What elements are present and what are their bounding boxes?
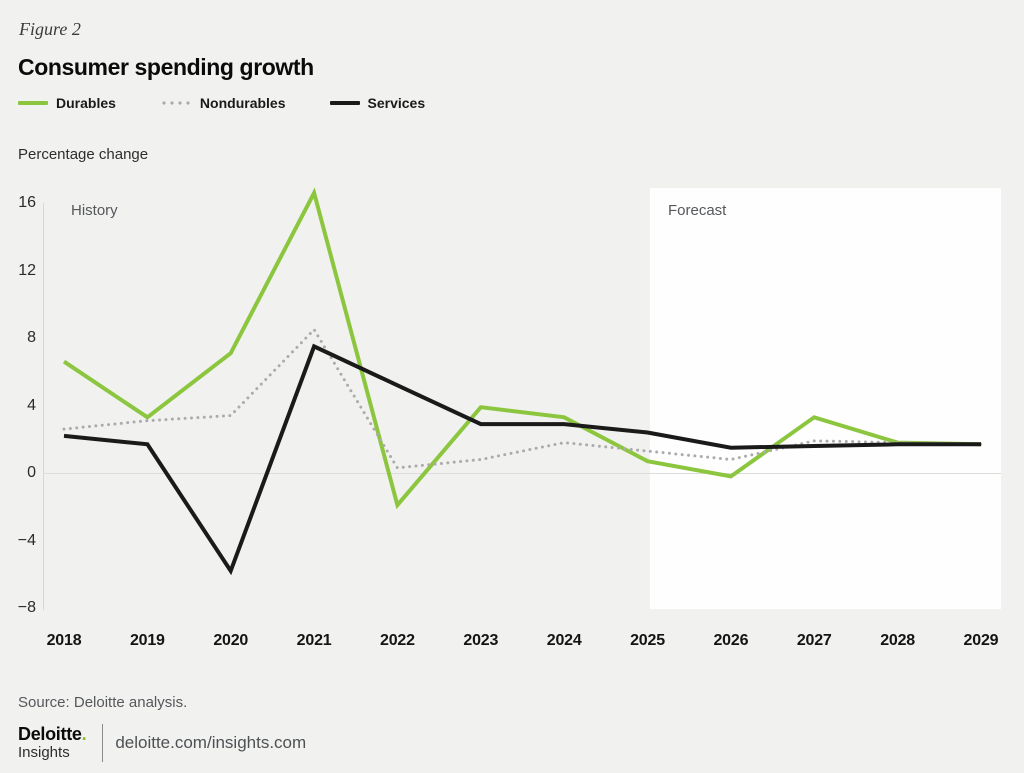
services-line-swatch-icon xyxy=(329,101,360,105)
x-tick-2026: 2026 xyxy=(713,632,749,649)
y-tick-12: 12 xyxy=(18,261,36,279)
x-tick-2025: 2025 xyxy=(630,632,665,649)
y-axis-unit-label: Percentage change xyxy=(18,146,149,163)
series-services xyxy=(63,343,981,576)
legend-item-nondurables: Nondurables xyxy=(159,95,286,111)
footer-url: deloitte.com/insights.com xyxy=(115,733,307,752)
x-tick-2027: 2027 xyxy=(796,632,832,649)
logo-green-dot-icon: . xyxy=(81,724,87,745)
legend-item-services: Services xyxy=(329,95,426,111)
x-tick-2024: 2024 xyxy=(546,632,582,649)
y-tick-0: 0 xyxy=(27,464,36,481)
x-tick-2023: 2023 xyxy=(463,632,499,649)
source-note: Source: Deloitte analysis. xyxy=(18,694,188,711)
y-tick-8: 8 xyxy=(27,329,36,346)
y-tick--4: −4 xyxy=(17,531,36,549)
y-tick-4: 4 xyxy=(27,396,36,414)
figure-label: Figure 2 xyxy=(19,19,81,39)
footer: Deloitte. Insights deloitte.com/insights… xyxy=(18,724,306,762)
legend: Durables Nondurables Services xyxy=(18,95,469,111)
legend-label-durables: Durables xyxy=(56,95,116,111)
x-tick-2029: 2029 xyxy=(963,632,999,649)
history-region-label: History xyxy=(71,202,118,219)
x-tick-2018: 2018 xyxy=(46,632,82,649)
chart-title: Consumer spending growth xyxy=(18,54,314,80)
deloitte-insights-logo: Deloitte. Insights xyxy=(18,724,87,762)
forecast-region-background xyxy=(650,188,1001,609)
nondurables-dotted-swatch-icon xyxy=(159,101,192,105)
logo-sub-text: Insights xyxy=(18,744,70,762)
forecast-region-label: Forecast xyxy=(668,202,727,219)
y-tick-16: 16 xyxy=(18,194,36,211)
legend-item-durables: Durables xyxy=(18,95,116,111)
durables-line-swatch-icon xyxy=(18,101,48,105)
x-tick-2022: 2022 xyxy=(380,632,415,649)
y-tick--8: −8 xyxy=(17,599,36,616)
series-lines xyxy=(62,187,983,576)
legend-label-services: Services xyxy=(367,95,426,111)
x-tick-2021: 2021 xyxy=(296,632,332,649)
series-durables xyxy=(62,187,982,510)
logo-brand-text: Deloitte. xyxy=(18,724,87,745)
footer-divider xyxy=(102,724,104,762)
x-tick-2019: 2019 xyxy=(129,632,165,649)
series-nondurables xyxy=(62,328,983,470)
x-tick-2020: 2020 xyxy=(213,632,249,649)
legend-label-nondurables: Nondurables xyxy=(199,95,286,111)
x-tick-2028: 2028 xyxy=(880,632,915,649)
